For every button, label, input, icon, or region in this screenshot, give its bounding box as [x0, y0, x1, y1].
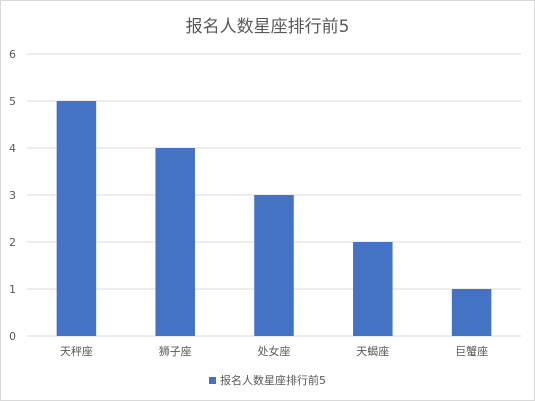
bar — [254, 195, 294, 336]
y-tick-label: 4 — [9, 142, 16, 155]
y-tick-label: 2 — [9, 236, 16, 249]
y-tick-label: 1 — [9, 283, 16, 296]
y-tick-label: 0 — [9, 330, 16, 343]
y-tick-label: 3 — [9, 189, 16, 202]
y-axis-ticks: 0 1 2 3 4 5 6 — [9, 48, 16, 343]
legend-swatch — [209, 377, 216, 384]
x-axis-ticks: 天秤座 狮子座 处女座 天蝎座 巨蟹座 — [60, 344, 488, 358]
bar — [56, 101, 97, 336]
legend-label: 报名人数星座排行前5 — [220, 374, 326, 387]
bars — [56, 101, 492, 336]
legend: 报名人数星座排行前5 — [0, 372, 535, 388]
x-tick-label: 处女座 — [258, 344, 291, 358]
y-tick-label: 5 — [9, 95, 16, 108]
chart-title: 报名人数星座排行前5 — [185, 17, 350, 37]
x-tick-label: 巨蟹座 — [455, 344, 488, 358]
bar — [155, 148, 195, 336]
y-tick-label: 6 — [9, 48, 16, 61]
bar — [451, 289, 492, 336]
x-tick-label: 天蝎座 — [356, 344, 389, 358]
x-tick-label: 天秤座 — [60, 344, 93, 358]
x-tick-label: 狮子座 — [159, 344, 192, 358]
bar — [353, 242, 393, 336]
